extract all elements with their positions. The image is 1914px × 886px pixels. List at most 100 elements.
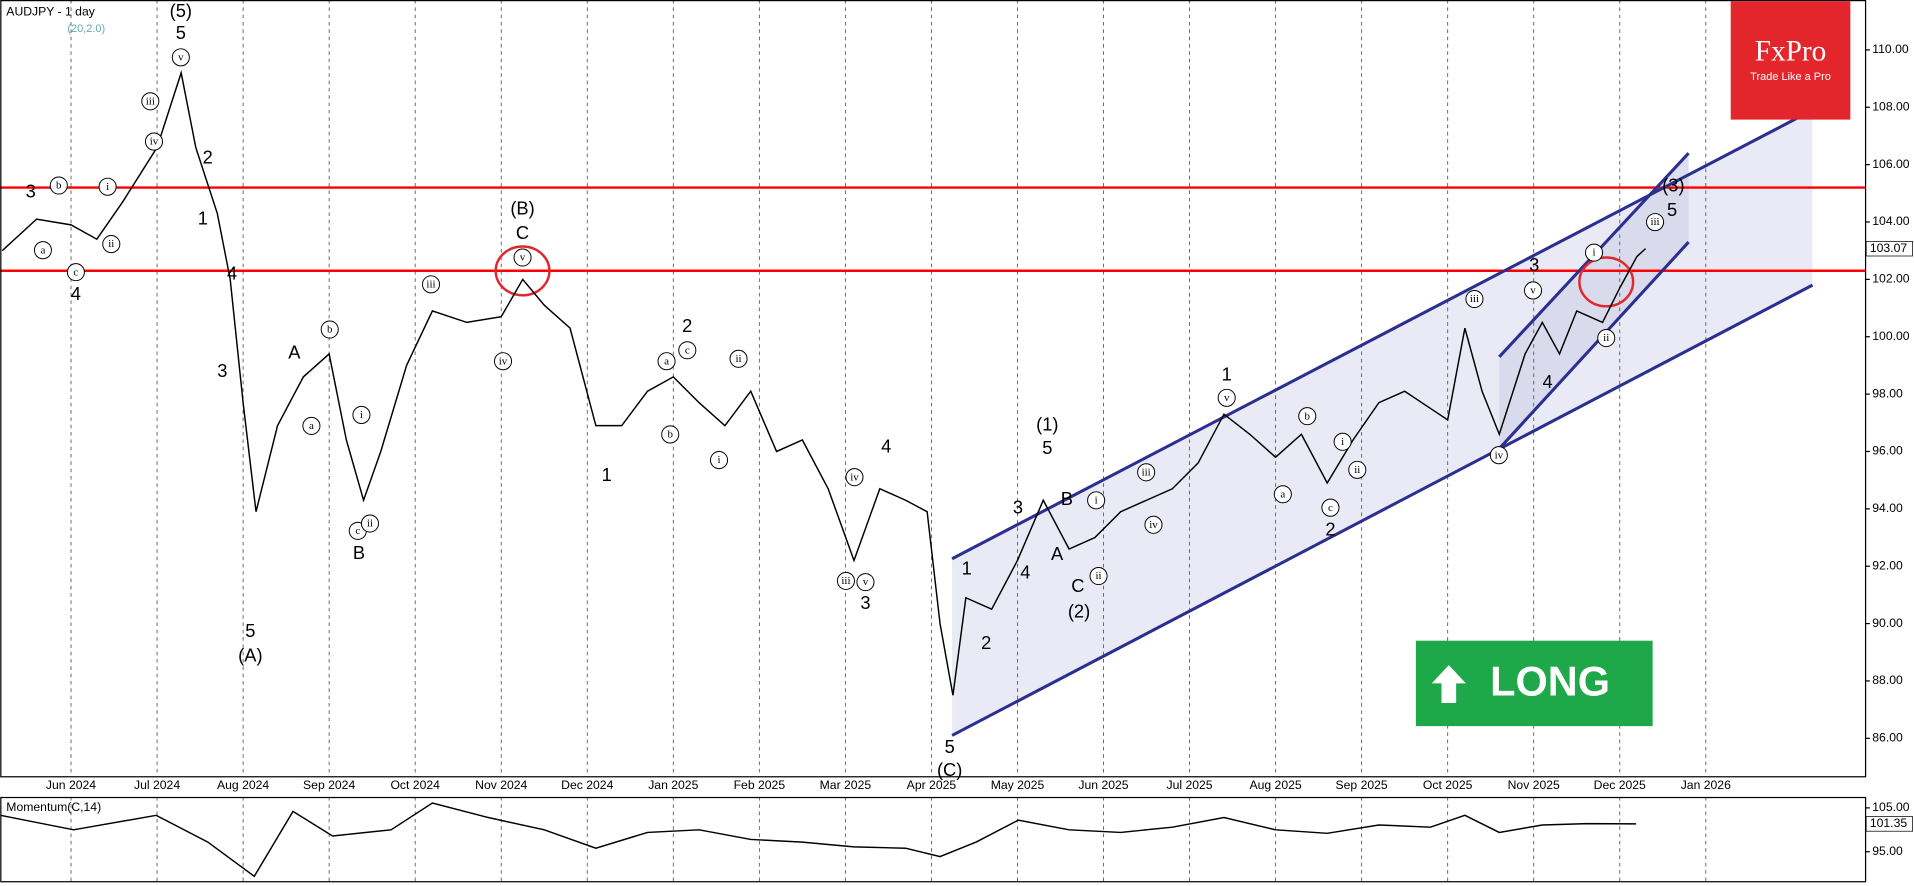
wave-circled-label: ii [1603,332,1609,344]
wave-label: 1 [602,464,612,485]
x-tick-label: Feb 2025 [734,778,786,792]
wave-label: B [353,542,365,563]
wave-circled-label: v [520,252,526,264]
wave-circled-label: i [360,409,363,421]
wave-circle [845,468,864,487]
wave-circle [302,416,321,435]
wave-label: 3 [26,181,36,202]
signal-arrow [1431,665,1466,703]
wave-circle [1087,491,1106,510]
wave-circled-label: c [1328,502,1333,514]
wave-label: 2 [682,315,692,336]
y-tick-label: 86.00 [1872,731,1903,745]
wave-label: 5 [1667,199,1677,220]
x-tick-label: Sep 2024 [303,778,355,792]
wave-circled-label: iii [1650,216,1659,228]
wave-circled-label: ii [1096,570,1102,582]
y-tick-label: 106.00 [1872,157,1909,171]
wave-circle [1585,243,1604,262]
wave-circled-label: iv [150,136,159,148]
wave-circle [657,352,676,371]
wave-circle [1348,460,1367,479]
wave-label: 2 [203,146,213,167]
wave-circle [1646,213,1665,232]
wave-circled-label: v [178,51,184,63]
x-tick-label: May 2025 [991,778,1045,792]
wave-label: 2 [1325,519,1335,540]
wave-label: 2 [981,632,991,653]
wave-label: A [1051,543,1064,564]
wave-circle [661,425,680,444]
channel-fill [1499,153,1689,449]
x-tick-label: Aug 2025 [1249,778,1301,792]
wave-circle [421,275,441,294]
wave-label: 5 [945,736,955,757]
wave-circle [1523,281,1543,300]
wave-label: (1) [1036,414,1058,435]
wave-circle [836,571,855,590]
wave-circle [102,235,121,254]
x-tick-label: Jan 2026 [1681,778,1731,792]
x-tick-label: Aug 2024 [217,778,269,792]
wave-circled-label: iii [146,95,155,107]
wave-circled-label: a [664,355,669,367]
wave-label: (C) [937,759,962,780]
x-tick-label: Oct 2024 [390,778,440,792]
wave-circle [1597,329,1616,348]
wave-label: (3) [1662,175,1684,196]
wave-label: 1 [962,558,972,579]
wave-circled-label: i [717,454,720,466]
price-frame [0,0,1867,778]
x-tick-label: Jan 2025 [648,778,698,792]
wave-label: 5 [1042,437,1052,458]
wave-circle [49,176,68,195]
x-tick-label: Mar 2025 [820,778,872,792]
x-tick-label: Oct 2025 [1423,778,1473,792]
wave-circled-label: c [685,344,690,356]
wave-circled-label: ii [108,238,114,250]
x-tick-label: Nov 2025 [1508,778,1560,792]
wave-circled-label: iv [850,471,859,483]
last-price-label: 103.07 [1870,241,1907,255]
last-value-label: 101.35 [1870,816,1907,830]
wave-label: 1 [1222,364,1232,385]
y-tick-label: 110.00 [1872,42,1909,56]
wave-circled-label: a [309,420,314,432]
wave-label: 4 [1020,561,1030,582]
logo: FxPro [1755,35,1827,67]
wave-circled-label: iii [1142,466,1151,478]
wave-circle [1273,485,1292,504]
wave-circled-label: a [40,244,45,256]
wave-label: 3 [860,592,870,613]
wave-circle [33,241,52,260]
x-tick-label: Jul 2025 [1167,778,1213,792]
wave-circled-label: ii [735,353,741,365]
wave-circle [320,320,339,339]
channel-line [1498,241,1690,450]
wave-label: C [516,222,529,243]
y-tick-label: 104.00 [1872,214,1909,228]
wave-circle [66,263,85,282]
wave-label: B [1061,488,1073,509]
x-tick-label: Dec 2024 [561,778,613,792]
wave-label: 5 [176,22,186,43]
tagline: Trade Like a Pro [1750,71,1831,83]
indicator-params: (20,2.0) [67,23,105,35]
wave-circled-label: ii [367,518,373,530]
wave-circled-label: i [1095,494,1098,506]
x-tick-label: Jun 2025 [1078,778,1128,792]
y-tick-label: 90.00 [1872,616,1903,630]
wave-circle [1089,566,1108,586]
wave-circle [856,573,875,592]
x-tick-label: Nov 2024 [475,778,527,792]
y-tick-label: 102.00 [1872,272,1909,286]
chart-title: AUDJPY - 1 day [6,4,95,18]
wave-label: A [288,342,301,363]
y-tick-label: 95.00 [1872,844,1903,858]
wave-circled-label: a [1280,488,1285,500]
y-tick-label: 94.00 [1872,501,1903,515]
wave-circle [493,352,513,371]
